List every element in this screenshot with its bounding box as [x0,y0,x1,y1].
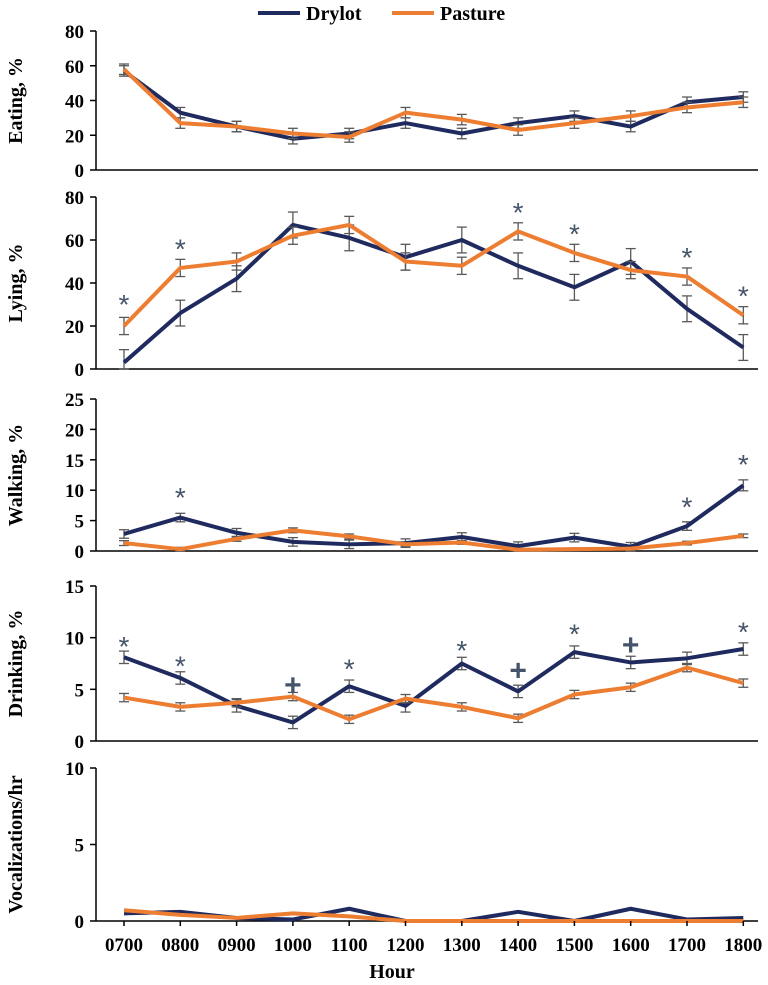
series-line-pasture [122,222,745,328]
panel-2: 0 5 10 15 20 25 Walking, % * * * [5,390,758,563]
y-tick-label: 60 [65,57,84,78]
panel-4: 0 5 10 Vocalizations/hr [5,759,758,933]
legend-drylot-label: Drylot [306,3,362,25]
y-axis-title: Vocalizations/hr [5,775,27,913]
y-tick-label: 60 [65,231,84,252]
x-tick-label: 1100 [331,935,368,956]
y-tick-label: 25 [65,390,84,411]
y-tick-label: 5 [75,836,85,857]
y-tick-label: 0 [75,161,85,182]
series-line-pasture [122,67,744,139]
significance-plus: + [509,655,527,688]
y-tick-label: 20 [65,420,84,441]
panel-1: 0 20 40 60 80 Lying, % * * * * * * [5,188,758,381]
y-tick-label: 10 [65,629,84,650]
x-tick-label: 1700 [668,935,706,956]
significance-star: * [175,650,186,681]
y-axis-title: Lying, % [5,244,27,323]
y-axis-title: Walking, % [5,424,27,526]
significance-star: * [569,218,580,249]
y-tick-label: 0 [75,732,85,753]
x-tick-label: 1300 [443,935,481,956]
significance-star: * [119,631,130,662]
y-tick-label: 5 [75,680,85,701]
series-line-drylot [122,222,745,365]
series-line-drylot [123,647,744,725]
significance-star: * [738,449,749,480]
x-tick-label: 1400 [499,935,537,956]
significance-star: * [569,618,580,649]
series-line-pasture [123,665,744,722]
x-tick-label: 0900 [218,935,256,956]
y-tick-label: 10 [65,481,84,502]
y-tick-label: 20 [65,126,84,147]
y-axis-title: Eating, % [5,57,27,144]
panel-3: 0 5 10 15 Drinking, % * * + * * + * + * [5,577,758,753]
legend-pasture-label: Pasture [440,3,505,25]
legend: Drylot Pasture [258,3,505,25]
x-tick-label: 1000 [274,935,312,956]
significance-star: * [119,289,130,320]
series-line-drylot [123,483,745,549]
y-tick-label: 0 [75,542,85,563]
y-tick-label: 0 [75,360,85,381]
x-axis-tick-labels: 0700 0800 0900 1000 1100 1200 1300 1400 1500 1600… [105,921,762,956]
significance-plus: + [284,669,302,702]
y-tick-label: 80 [65,188,84,209]
y-tick-label: 40 [65,92,84,113]
x-axis-title: Hour [369,961,415,983]
significance-star: * [682,242,693,273]
significance-star: * [175,482,186,513]
significance-star: * [175,233,186,264]
x-tick-label: 0700 [105,935,143,956]
panels: 0 20 40 60 80 Eating, % 0 20 40 60 80 Lying, % * * * * *… [5,22,758,933]
x-tick-label: 1800 [724,935,762,956]
y-tick-label: 0 [75,912,85,933]
panel-0: 0 20 40 60 80 Eating, % [5,22,758,182]
x-tick-label: 1200 [387,935,425,956]
y-tick-label: 5 [75,512,85,533]
x-tick-label: 0800 [161,935,199,956]
significance-star: * [738,281,749,312]
significance-plus: + [622,629,640,662]
y-tick-label: 80 [65,22,84,43]
y-tick-label: 40 [65,274,84,295]
y-tick-label: 20 [65,317,84,338]
series-line-pasture [123,528,744,552]
y-tick-label: 15 [65,451,84,472]
significance-star: * [513,197,524,228]
y-tick-label: 10 [65,759,84,780]
y-tick-label: 15 [65,577,84,598]
y-axis-title: Drinking, % [5,610,27,718]
series-line-drylot [122,69,744,141]
x-tick-label: 1600 [612,935,650,956]
significance-star: * [344,654,355,685]
x-tick-label: 1500 [555,935,593,956]
significance-star: * [682,491,693,522]
series-line-pasture [123,908,744,923]
significance-star: * [456,635,467,666]
significance-star: * [738,616,749,647]
